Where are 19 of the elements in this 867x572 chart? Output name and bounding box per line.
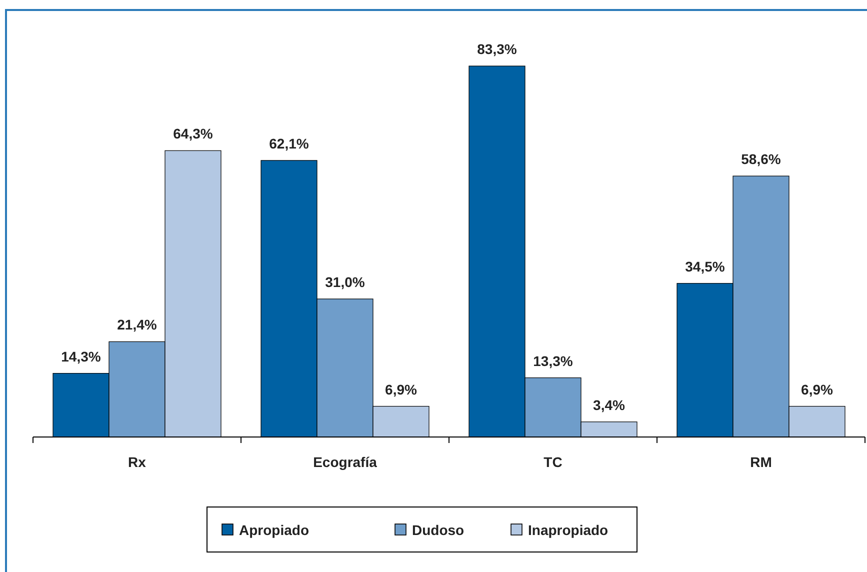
legend-label: Apropiado bbox=[239, 522, 309, 538]
data-label: 3,4% bbox=[593, 396, 626, 413]
x-tick-label: Rx bbox=[128, 454, 146, 470]
x-tick-label: RM bbox=[750, 454, 772, 470]
data-label: 62,1% bbox=[269, 135, 310, 152]
data-label: 34,5% bbox=[685, 258, 726, 274]
data-label: 83,3% bbox=[477, 41, 518, 57]
data-label: 21,4% bbox=[117, 316, 158, 333]
data-label: 6,9% bbox=[801, 381, 834, 398]
data-label: 14,3% bbox=[61, 348, 102, 364]
x-tick-label: TC bbox=[544, 454, 562, 470]
x-tick-label: Ecografía bbox=[313, 454, 378, 470]
legend-label: Inapropiado bbox=[528, 522, 608, 538]
data-label: 31,0% bbox=[325, 274, 366, 290]
data-label: 13,3% bbox=[533, 352, 574, 369]
legend-label: Dudoso bbox=[412, 522, 464, 538]
data-label: 64,3% bbox=[173, 126, 214, 142]
data-label: 58,6% bbox=[741, 151, 782, 168]
data-label: 6,9% bbox=[385, 381, 418, 398]
